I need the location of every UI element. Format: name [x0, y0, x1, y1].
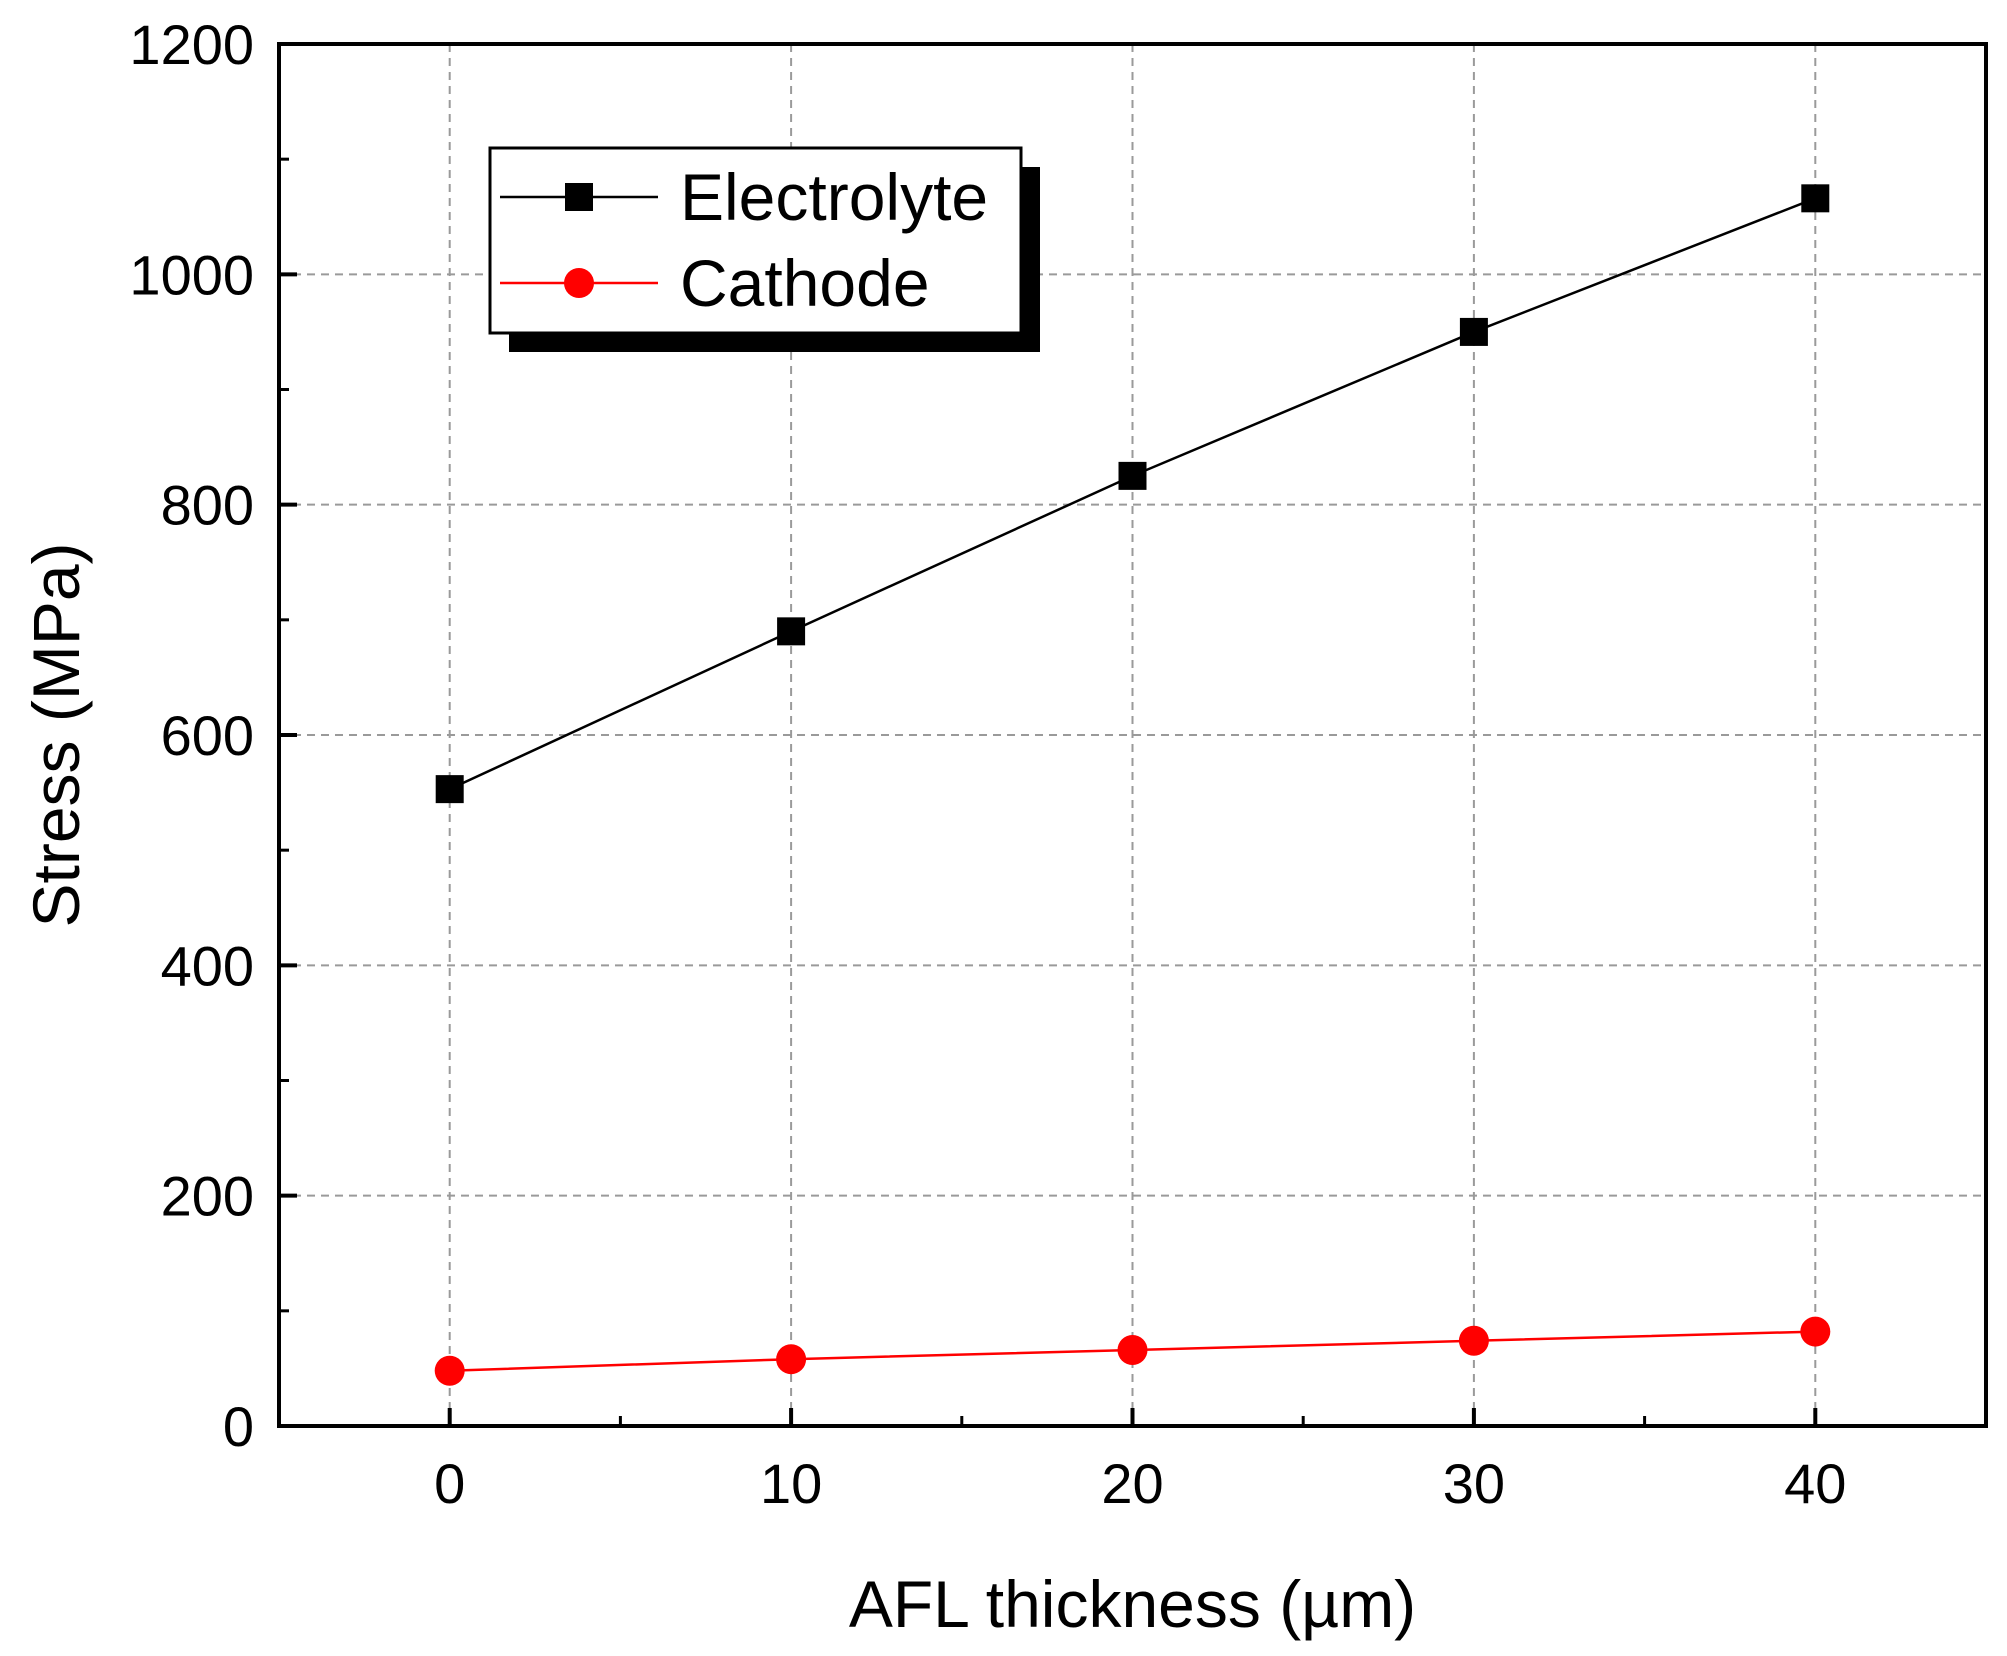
series-layer	[434, 184, 1831, 1386]
x-axis-title: AFL thickness (µm)	[849, 1567, 1416, 1641]
x-tick-labels: 0 10 20 30 40	[434, 1452, 1846, 1515]
data-point-electrolyte	[777, 617, 806, 646]
y-tick-label: 200	[161, 1165, 254, 1228]
y-axis-title: Stress (MPa)	[19, 542, 93, 927]
x-tick-label: 30	[1443, 1452, 1505, 1515]
data-point-electrolyte	[435, 775, 464, 804]
legend: Electrolyte Cathode	[488, 146, 1040, 352]
data-point-cathode	[776, 1344, 807, 1375]
y-tick-label: 1000	[129, 243, 254, 306]
x-tick-label: 20	[1101, 1452, 1163, 1515]
data-point-cathode	[1117, 1334, 1148, 1365]
legend-marker-electrolyte	[565, 183, 593, 211]
legend-box	[488, 146, 1023, 335]
data-point-cathode	[1458, 1325, 1489, 1356]
x-tick-label: 0	[434, 1452, 465, 1515]
data-point-cathode	[434, 1355, 465, 1386]
x-tick-label: 10	[760, 1452, 822, 1515]
data-point-electrolyte	[1118, 461, 1147, 490]
y-tick-label: 600	[161, 704, 254, 767]
plot-frame	[277, 42, 1988, 1428]
y-tick-label: 1200	[129, 13, 254, 76]
y-tick-labels: 0 200 400 600 800 1000 1200	[129, 13, 254, 1458]
data-point-cathode	[1800, 1316, 1831, 1347]
y-tick-label: 400	[161, 934, 254, 997]
x-tick-label: 40	[1784, 1452, 1846, 1515]
data-point-electrolyte	[1801, 184, 1830, 213]
data-point-electrolyte	[1459, 317, 1488, 346]
legend-items	[500, 183, 658, 298]
legend-label-cathode: Cathode	[680, 246, 930, 320]
legend-label-electrolyte: Electrolyte	[680, 160, 988, 234]
legend-marker-cathode	[564, 268, 594, 298]
y-tick-label: 0	[223, 1395, 254, 1458]
y-tick-label: 800	[161, 474, 254, 537]
